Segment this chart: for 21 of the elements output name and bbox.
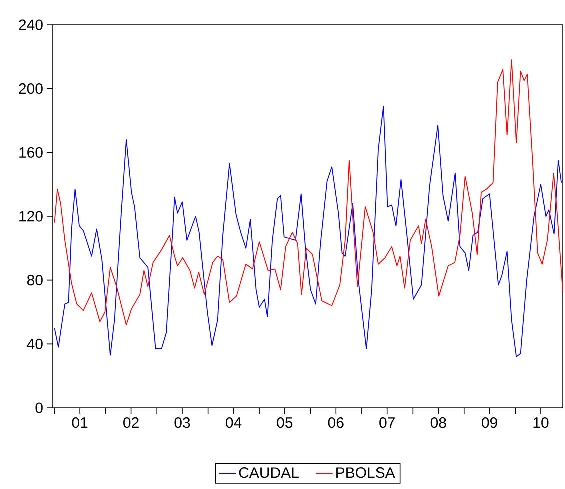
y-tick-label: 200 [19, 84, 43, 94]
x-tick-label: 10 [534, 418, 549, 428]
x-tick-label: 08 [430, 418, 446, 428]
x-tick-label: 04 [226, 418, 242, 428]
x-tick-label: 05 [277, 418, 293, 428]
y-tick-label: 40 [27, 338, 43, 350]
y-tick-label: 160 [20, 147, 43, 158]
x-tick-label: 06 [328, 418, 344, 428]
legend-label: PBOLSA [336, 468, 396, 478]
y-tick-label: 0 [36, 402, 43, 414]
line-series [54, 106, 562, 358]
y-tick-label: 80 [27, 275, 43, 286]
line-series [54, 60, 564, 326]
x-tick-label: 09 [482, 418, 498, 428]
y-tick-label: 240 [19, 20, 43, 30]
x-tick-label: 07 [380, 418, 395, 428]
x-tick-label: 03 [174, 418, 190, 428]
legend-label: CAUDAL [239, 468, 299, 478]
x-tick-label: 01 [72, 418, 88, 428]
x-tick-label: 02 [124, 418, 139, 428]
y-tick-label: 120 [20, 211, 43, 222]
